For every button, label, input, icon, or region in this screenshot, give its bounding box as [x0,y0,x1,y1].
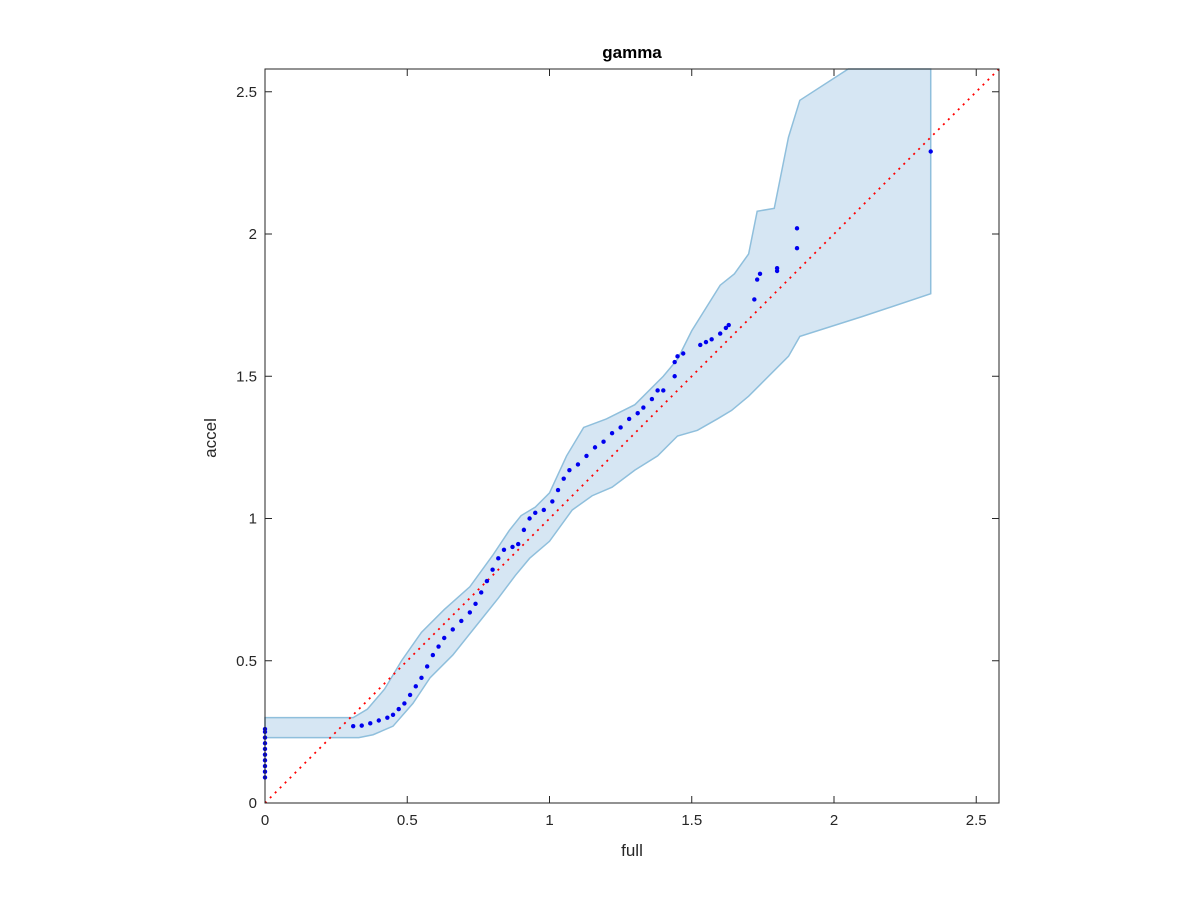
data-point [723,325,729,331]
data-point [609,430,615,436]
data-point [419,675,424,681]
data-point [541,507,547,513]
data-point [649,396,655,402]
x-axis-label: full [621,841,643,860]
data-point [359,723,364,728]
y-axis-label: accel [201,418,220,458]
data-point [450,627,455,632]
data-point [402,701,407,706]
data-point [555,487,561,493]
x-axis-ticks: 0 0.5 1 1.5 2 2.5 [261,69,987,829]
data-point [459,618,464,624]
data-point [794,226,800,231]
confidence-band [264,68,932,739]
data-point [601,439,606,444]
y-tick-label: 2.5 [236,84,257,101]
data-point [752,297,757,302]
x-tick-label: 1.5 [681,812,702,829]
y-tick-label: 1 [249,511,257,528]
data-point [675,354,680,359]
data-point [473,601,478,607]
data-point [717,331,723,336]
data-point [575,462,581,467]
data-point [385,715,390,720]
data-point [527,516,532,521]
data-point [726,322,731,328]
data-point [430,652,436,658]
data-point [550,499,555,504]
data-point [442,635,447,641]
x-tick-label: 0.5 [397,812,418,829]
data-point [584,453,589,459]
data-point [672,359,677,365]
data-point [754,277,760,282]
data-point [484,578,490,584]
confidence-band-layer [264,68,932,739]
data-point [368,721,373,726]
data-point [396,706,401,712]
chart-title: gamma [602,43,662,62]
data-point [516,541,521,547]
data-point [479,590,484,595]
y-axis-ticks: 0 0.5 1 1.5 2 2.5 [236,84,999,812]
data-point [661,388,666,393]
data-point [390,712,396,718]
data-point [496,556,501,561]
data-point [510,544,515,550]
x-tick-label: 0 [261,812,269,829]
data-point [490,567,495,572]
data-point [521,527,527,533]
data-point [774,265,780,271]
x-tick-label: 1 [545,812,553,829]
plot-area-border [264,68,1000,804]
data-point [501,547,507,552]
data-point [467,610,473,615]
axes-frame [264,68,1000,804]
data-point [413,684,418,689]
x-tick-label: 2.5 [966,812,987,829]
data-point [626,416,632,422]
data-point [376,718,381,723]
data-point [757,271,763,277]
data-points-layer [262,149,933,780]
data-point [424,664,430,669]
y-tick-label: 0.5 [236,653,257,670]
data-point [350,723,356,729]
data-point [436,644,441,649]
data-point [709,337,714,342]
data-point [407,692,413,698]
data-point [567,467,572,473]
data-point [681,351,686,356]
y-tick-label: 2 [249,226,257,243]
data-point [672,374,677,379]
x-tick-label: 2 [830,812,838,829]
data-point [794,246,800,251]
data-point [561,476,566,481]
data-point [655,388,660,393]
data-point [533,510,538,516]
y-tick-label: 0 [249,795,257,812]
data-point [635,411,640,416]
data-point [592,445,598,450]
y-tick-label: 1.5 [236,368,257,385]
data-point [641,405,646,410]
reference-line-layer [264,68,1000,804]
reference-line [264,68,1000,804]
data-point [928,149,933,154]
data-point [618,425,623,430]
data-point [698,342,703,348]
data-point [703,339,709,345]
